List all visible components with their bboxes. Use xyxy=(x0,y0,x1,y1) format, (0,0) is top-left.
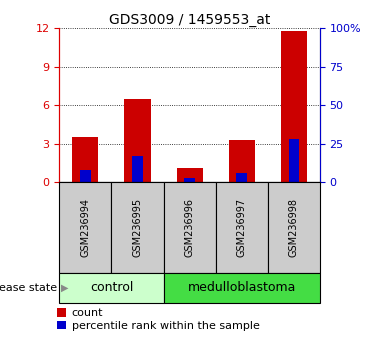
Bar xyxy=(184,178,195,182)
Bar xyxy=(59,182,111,273)
Legend: count, percentile rank within the sample: count, percentile rank within the sample xyxy=(57,308,260,331)
Text: control: control xyxy=(90,281,133,294)
Bar xyxy=(236,173,247,182)
Bar xyxy=(164,273,320,303)
Text: ▶: ▶ xyxy=(61,282,69,293)
Title: GDS3009 / 1459553_at: GDS3009 / 1459553_at xyxy=(109,13,270,27)
Bar xyxy=(281,31,307,182)
Text: GSM236996: GSM236996 xyxy=(185,198,195,257)
Bar xyxy=(72,137,98,182)
Bar xyxy=(288,139,299,182)
Bar xyxy=(177,168,203,182)
Bar xyxy=(132,156,143,182)
Bar xyxy=(80,170,91,182)
Bar xyxy=(59,273,164,303)
Text: GSM236994: GSM236994 xyxy=(80,198,90,257)
Bar xyxy=(216,182,268,273)
Bar xyxy=(111,182,164,273)
Bar xyxy=(164,182,216,273)
Bar xyxy=(268,182,320,273)
Bar xyxy=(124,99,151,182)
Text: GSM236997: GSM236997 xyxy=(237,198,247,257)
Text: medulloblastoma: medulloblastoma xyxy=(188,281,296,294)
Text: disease state: disease state xyxy=(0,282,57,293)
Text: GSM236998: GSM236998 xyxy=(289,198,299,257)
Text: GSM236995: GSM236995 xyxy=(133,198,142,257)
Bar xyxy=(229,140,255,182)
